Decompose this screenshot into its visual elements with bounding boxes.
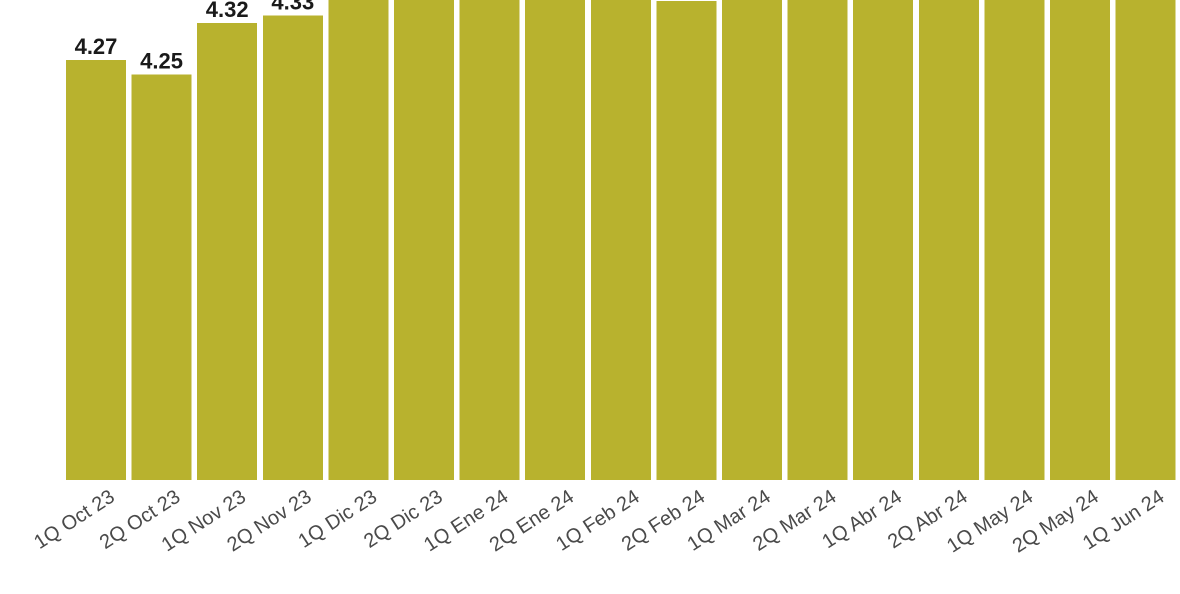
bar-13 — [853, 0, 914, 481]
value-label-4: 4.33 — [271, 0, 314, 15]
value-label-3: 4.32 — [206, 0, 249, 22]
bar-15 — [984, 0, 1045, 480]
bar-12 — [787, 0, 848, 480]
bar-8 — [525, 0, 586, 480]
bar-2 — [131, 74, 192, 480]
value-labels-layer: 4.274.254.324.334.464.864.904.874.454.35… — [75, 0, 315, 74]
bar-14 — [918, 0, 979, 481]
bars-layer — [66, 0, 1176, 481]
bar-17 — [1115, 0, 1176, 480]
bar-11 — [722, 0, 782, 481]
bar-10 — [656, 1, 717, 480]
value-label-1: 4.27 — [75, 34, 118, 59]
bar-6 — [394, 0, 454, 481]
bar-7 — [459, 0, 520, 481]
bar-16 — [1050, 0, 1110, 481]
bar-1 — [66, 59, 126, 481]
bar-4 — [262, 15, 323, 480]
bar-9 — [590, 0, 651, 480]
bar-5 — [328, 0, 389, 480]
bar-3 — [197, 23, 258, 480]
value-label-2: 4.25 — [140, 49, 183, 74]
